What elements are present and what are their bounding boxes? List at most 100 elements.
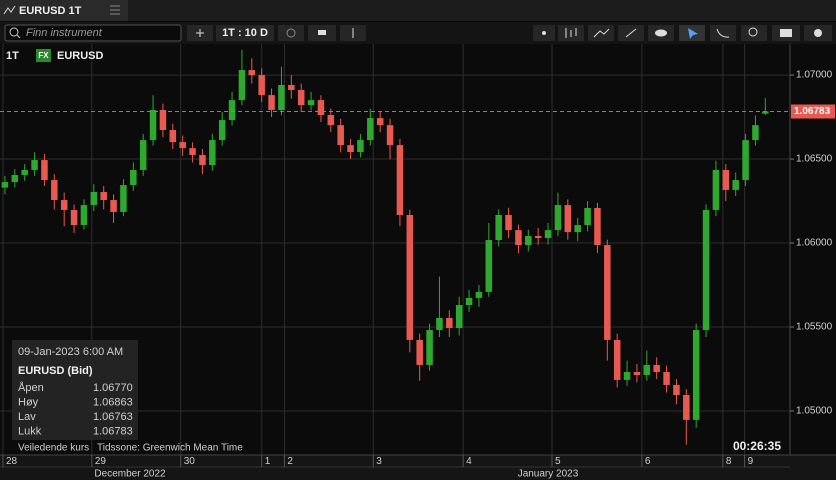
footer-note: Veiledende kurs: [18, 443, 89, 454]
candle-body: [594, 207, 601, 246]
candle-body: [416, 339, 423, 365]
candle-body: [357, 140, 364, 152]
candle-body: [762, 111, 769, 114]
candle-body: [396, 145, 404, 215]
chart-interval: 1T: [6, 50, 19, 62]
candle-body: [228, 100, 236, 121]
candle-body: [120, 185, 127, 212]
candle-body: [376, 118, 384, 126]
info-value: 1.06763: [93, 411, 133, 423]
candle-body: [475, 291, 483, 298]
candle-body: [337, 125, 344, 146]
candle-body: [347, 145, 354, 152]
candle-body: [367, 118, 374, 141]
clock: 00:26:35: [733, 439, 781, 453]
candle-body: [465, 297, 473, 306]
candle-body: [258, 75, 265, 96]
candle-body: [683, 395, 690, 420]
x-tick-label: 8: [726, 456, 732, 467]
candle-body: [712, 169, 720, 210]
candle-body: [139, 140, 147, 170]
refresh-button[interactable]: [278, 25, 304, 41]
info-value: 1.06783: [93, 425, 133, 437]
eye-icon: [655, 29, 667, 37]
candle-body: [702, 209, 710, 331]
x-tick-label: 1: [265, 456, 271, 467]
interval-label[interactable]: 1T : 10 D: [222, 27, 268, 39]
candle-body: [673, 384, 680, 396]
info-key: Lav: [18, 411, 36, 423]
candle-body: [199, 155, 206, 166]
candle-body: [110, 200, 117, 212]
candle-body: [268, 95, 275, 111]
x-tick-label: 3: [376, 456, 382, 467]
candle-body: [317, 100, 325, 116]
fx-badge: [36, 49, 51, 62]
search-icon: [9, 27, 19, 37]
footer-timezone: Tidssone: Greenwich Mean Time: [97, 443, 243, 454]
y-tick-label: 1.05000: [796, 406, 833, 417]
tool-buttons: [533, 25, 832, 41]
search-placeholder[interactable]: Finn instrument: [26, 27, 103, 39]
search-icon: [16, 34, 21, 39]
candle-body: [544, 230, 552, 238]
candle-body: [307, 100, 315, 106]
candle-body: [179, 142, 186, 149]
x-tick-label: 30: [184, 456, 196, 467]
candle-body: [623, 372, 631, 380]
interval-button[interactable]: [216, 25, 274, 41]
candle-body: [209, 140, 216, 166]
candle-body: [21, 169, 28, 176]
zoom-icon: [748, 27, 758, 37]
info-rows: Åpen 1.06770 Høy 1.06863 Lav 1.06763 Lukk 1.067…: [18, 381, 133, 438]
candle-body: [189, 148, 196, 156]
candle-body: [70, 209, 78, 226]
candle-body: [60, 200, 68, 210]
candle-body: [130, 169, 137, 186]
candle-body: [327, 115, 335, 126]
refresh-icon: [286, 28, 296, 38]
candle-body: [564, 205, 572, 233]
tab-title[interactable]: EURUSD 1T: [19, 5, 82, 17]
menu-icon[interactable]: [110, 5, 120, 15]
x-month-label: December 2022: [94, 469, 166, 480]
draw-icon: [625, 28, 637, 38]
tab[interactable]: [0, 0, 128, 21]
candle-body: [149, 110, 157, 141]
candle-body: [485, 240, 493, 292]
candle-body: [604, 245, 611, 340]
info-value: 1.06863: [93, 396, 133, 408]
candle-body: [742, 140, 749, 181]
tab-bar: [0, 0, 836, 21]
curve-button[interactable]: [710, 25, 736, 41]
y-tick-label: 1.06500: [796, 154, 833, 165]
candle-body: [426, 330, 433, 365]
search-input[interactable]: [4, 24, 182, 42]
indicator-button[interactable]: [588, 25, 614, 41]
fx-badge-text: FX: [38, 51, 49, 60]
y-tick-label: 1.05500: [796, 322, 833, 333]
candle-body: [278, 84, 285, 111]
candle-body: [613, 339, 621, 380]
candle-body: [455, 305, 463, 329]
candle-body: [554, 205, 562, 231]
info-key: Åpen: [18, 381, 44, 394]
x-tick-label: 2: [287, 456, 293, 467]
candle-body: [436, 317, 443, 331]
candle-body: [90, 191, 98, 206]
candle-body: [574, 225, 581, 233]
x-tick-label: 29: [95, 456, 107, 467]
candles-icon: [565, 28, 577, 38]
candle-body: [446, 317, 453, 329]
zoom-button[interactable]: [741, 25, 767, 41]
candle-body: [653, 364, 660, 373]
y-tick-label: 1.06000: [796, 238, 833, 249]
info-datetime: 09-Jan-2023 6:00 AM: [18, 346, 123, 358]
last-price-tag: [791, 104, 835, 119]
candle-body: [11, 175, 19, 183]
chart-symbol: EURUSD: [57, 50, 104, 62]
candles: [0, 49, 790, 445]
